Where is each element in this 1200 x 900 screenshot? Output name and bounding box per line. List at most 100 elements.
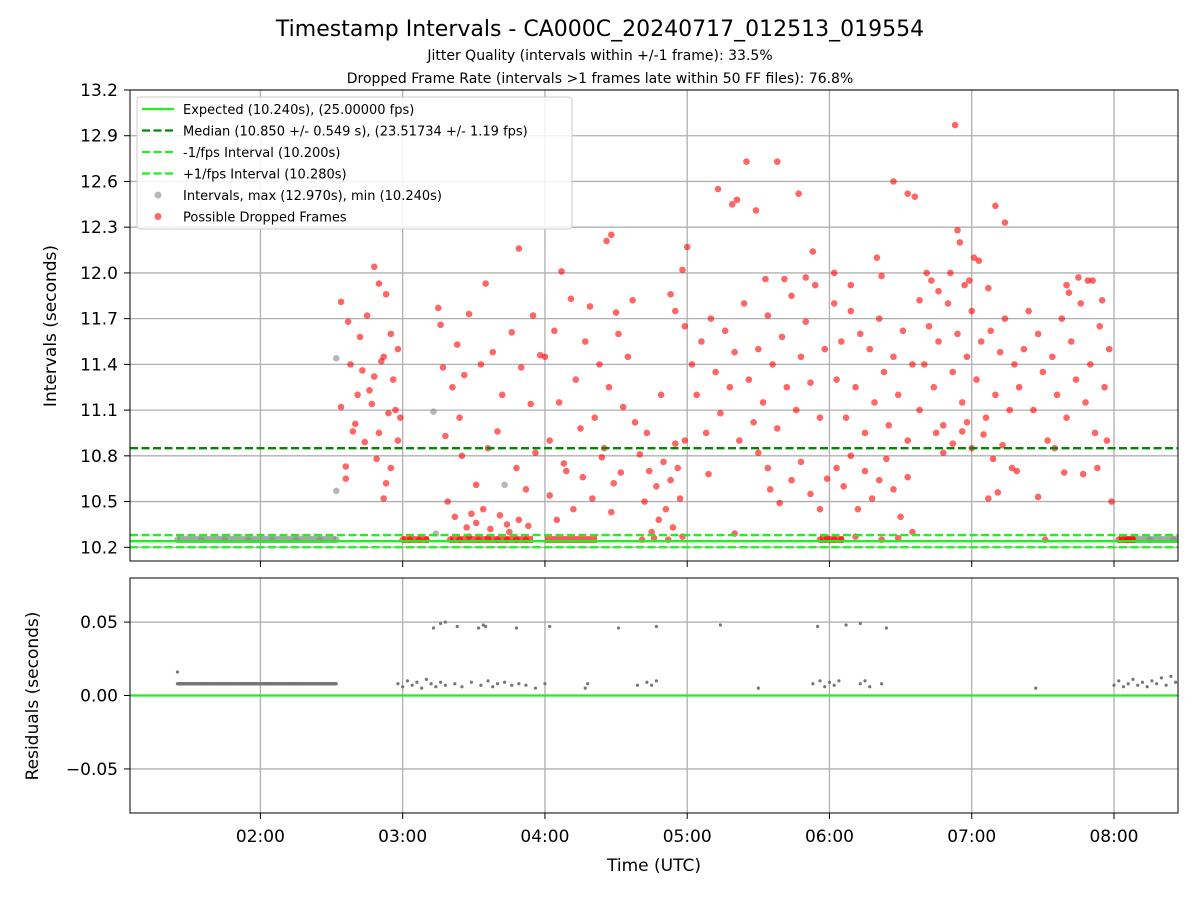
dropped-frame-point (773, 425, 781, 432)
dropped-frame-point (1079, 470, 1087, 478)
dropped-frame-point (707, 315, 715, 322)
dropped-frame-point (342, 463, 350, 470)
dropped-frame-point (479, 505, 487, 513)
residual-point (645, 680, 649, 684)
legend: Expected (10.240s), (25.00000 fps) Median… (136, 96, 573, 230)
residual-point (420, 686, 424, 690)
dropped-frame-point (1086, 361, 1094, 368)
dropped-frame-point (439, 364, 447, 371)
dropped-frame-point (645, 467, 653, 475)
dropped-frame-point (693, 391, 700, 399)
dropped-frame-point (788, 476, 795, 484)
dropped-frame-point (935, 338, 942, 345)
legend-items: Expected (10.240s), (25.00000 fps) Median… (142, 103, 528, 226)
bottom-plot-points (175, 620, 1178, 690)
dropped-frame-point (992, 391, 999, 399)
dropped-frame-point (1001, 219, 1009, 226)
dropped-frame-point (875, 476, 883, 484)
dropped-frame-point (740, 300, 748, 307)
dropped-frame-point (396, 414, 404, 422)
x-tick-label: 06:00 (805, 827, 854, 847)
residual-point (858, 621, 862, 626)
dropped-frame-point (923, 269, 930, 277)
residual-point (429, 682, 433, 686)
dropped-frame-point (1063, 281, 1070, 289)
dropped-frame-point (885, 422, 893, 429)
dropped-frame-point (1063, 414, 1070, 422)
dropped-frame-point (1103, 437, 1111, 444)
dropped-frame-point (517, 364, 525, 371)
residual-point (1159, 676, 1164, 680)
dropped-frame-point (878, 272, 885, 280)
dropped-frame-point (375, 280, 383, 287)
dropped-frame-point (657, 391, 665, 399)
residual-point (396, 682, 400, 686)
dropped-frame-point (1108, 498, 1115, 505)
dropped-frame-point (982, 414, 990, 422)
dropped-frame-point (985, 495, 992, 502)
dropped-frame-point (508, 329, 516, 336)
residual-point (175, 682, 180, 686)
dropped-frame-point (1011, 361, 1018, 368)
dropped-frame-point (985, 284, 992, 292)
dropped-frame-point (797, 458, 805, 466)
dropped-frame-point (1034, 330, 1042, 338)
dropped-frame-point (498, 391, 506, 399)
dropped-frame-point (444, 498, 452, 505)
dropped-frame-point (579, 473, 587, 481)
dropped-frame-point (527, 400, 535, 408)
dropped-frame-point (939, 422, 947, 429)
dropped-frame-point (513, 464, 520, 472)
x-tick-label: 05:00 (663, 827, 712, 847)
residual-point (718, 623, 722, 627)
dropped-frame-point (617, 469, 625, 476)
x-axis: 02:00 03:00 04:00 05:00 06:00 07:00 08:00 (236, 561, 1138, 847)
dropped-frame-point (762, 275, 769, 283)
residual-point (650, 683, 654, 687)
residual-point (503, 680, 507, 684)
residual-point (1174, 680, 1178, 684)
dropped-frame-point (928, 277, 935, 284)
dropped-frame-point (1015, 383, 1023, 391)
dropped-frame-point (764, 464, 772, 472)
dropped-frame-point (1013, 467, 1021, 475)
dropped-frame-point (909, 361, 916, 368)
dropped-frame-point (368, 400, 376, 408)
dropped-frame-point (394, 437, 402, 444)
dropped-frame-point (449, 383, 456, 391)
dropped-frame-point (688, 361, 696, 368)
residual-point (469, 680, 474, 684)
legend-label: -1/fps Interval (10.200s) (183, 146, 340, 161)
residual-point (439, 621, 443, 626)
dropped-frame-point (624, 353, 632, 361)
dropped-frame-point (337, 403, 345, 411)
dropped-frame-point (672, 440, 679, 447)
top-y-tick-label: 11.4 (80, 355, 118, 375)
dropped-frame-point (925, 322, 933, 330)
dropped-frame-point (551, 327, 558, 335)
legend-marker-swatch (154, 213, 162, 220)
x-tick-label: 04:00 (520, 827, 569, 847)
dropped-frame-point (932, 429, 940, 437)
dropped-frame-point (541, 353, 549, 361)
dropped-frame-point (999, 441, 1006, 449)
dropped-frame-point (904, 437, 912, 444)
dropped-frame-point (370, 263, 378, 271)
dropped-frame-point (1025, 307, 1032, 315)
dropped-frame-point (1101, 383, 1108, 391)
dropped-frame-point (608, 508, 615, 516)
dropped-frame-point (776, 499, 783, 507)
dropped-frame-point (472, 519, 480, 527)
dropped-frame-point (745, 376, 753, 383)
dropped-frame-point (515, 245, 523, 252)
residual-point (1140, 680, 1145, 684)
residual-point (583, 686, 587, 690)
dropped-frame-point (344, 318, 352, 325)
chart-subtitle-jitter: Jitter Quality (intervals within +/-1 fr… (426, 48, 772, 64)
dropped-frame-point (629, 297, 636, 304)
dropped-frame-point (1091, 429, 1099, 437)
residual-point (410, 683, 414, 687)
dropped-frame-point (947, 269, 954, 277)
dropped-frame-point (546, 492, 553, 499)
